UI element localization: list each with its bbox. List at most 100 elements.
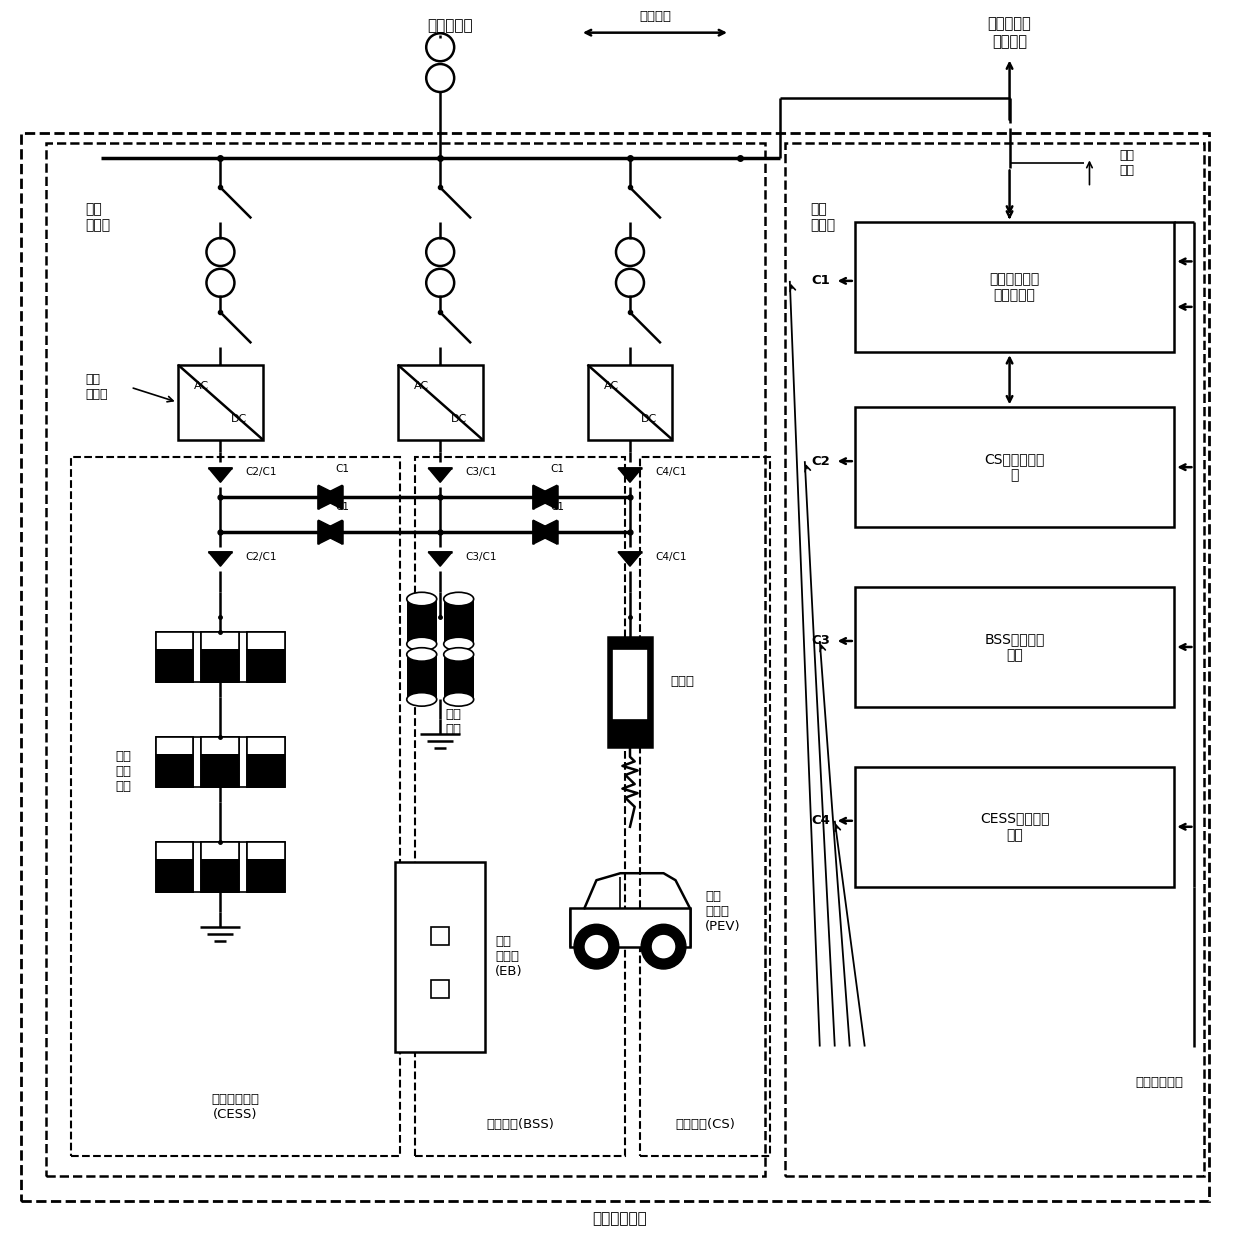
Polygon shape: [428, 468, 453, 483]
Bar: [248, 632, 285, 650]
Text: 主动配电网: 主动配电网: [428, 17, 472, 32]
Bar: [21, 132, 1209, 1201]
Bar: [71, 458, 401, 1156]
Ellipse shape: [444, 637, 474, 651]
Text: 电动
公交车
(EB): 电动 公交车 (EB): [495, 935, 523, 978]
Bar: [155, 737, 193, 754]
Polygon shape: [319, 485, 342, 509]
Text: CS调度监控系
统: CS调度监控系 统: [985, 453, 1045, 483]
Text: C3/C1: C3/C1: [465, 468, 497, 478]
Ellipse shape: [407, 592, 436, 606]
Polygon shape: [533, 520, 557, 544]
Bar: [179, 365, 263, 440]
Ellipse shape: [444, 592, 474, 606]
Ellipse shape: [444, 647, 474, 661]
Text: 梯级储能系统
(CESS): 梯级储能系统 (CESS): [212, 1094, 259, 1121]
Polygon shape: [319, 520, 342, 544]
Bar: [201, 737, 239, 754]
Text: 双向
晶闸管: 双向 晶闸管: [86, 373, 108, 402]
Text: CESS调度监控
系统: CESS调度监控 系统: [980, 812, 1049, 842]
Ellipse shape: [444, 647, 474, 661]
Text: BSS调度监控
系统: BSS调度监控 系统: [985, 632, 1045, 662]
Text: C2: C2: [811, 455, 830, 468]
Bar: [854, 222, 1174, 353]
Text: 调度监控信息: 调度监控信息: [1136, 1076, 1183, 1090]
Bar: [155, 632, 193, 682]
Bar: [201, 842, 239, 892]
Bar: [201, 632, 239, 682]
Polygon shape: [618, 552, 642, 566]
Bar: [248, 632, 285, 682]
Bar: [432, 928, 449, 945]
Text: DC: DC: [231, 414, 247, 424]
Bar: [201, 737, 239, 787]
Bar: [444, 655, 474, 700]
Bar: [407, 655, 436, 700]
Bar: [201, 859, 239, 892]
Text: 换电
电池: 换电 电池: [445, 708, 461, 736]
Text: 换电系统(BSS): 换电系统(BSS): [486, 1119, 554, 1131]
Ellipse shape: [407, 692, 436, 706]
Text: C1: C1: [551, 464, 564, 474]
Text: C3/C1: C3/C1: [465, 552, 497, 562]
Bar: [785, 142, 1204, 1176]
Bar: [46, 142, 765, 1176]
Bar: [248, 737, 285, 754]
Polygon shape: [533, 520, 557, 544]
Bar: [201, 842, 239, 859]
Text: 站内
设备层: 站内 设备层: [86, 202, 110, 233]
Text: 电动
私家车
(PEV): 电动 私家车 (PEV): [704, 890, 740, 933]
Bar: [608, 637, 652, 747]
Bar: [854, 767, 1174, 887]
Bar: [248, 737, 285, 787]
Polygon shape: [533, 485, 557, 509]
Bar: [248, 632, 285, 682]
Polygon shape: [319, 485, 342, 509]
Circle shape: [574, 924, 619, 969]
Bar: [570, 908, 689, 946]
Polygon shape: [208, 552, 232, 566]
Bar: [201, 650, 239, 682]
Bar: [432, 980, 449, 999]
Text: 调度信息: 调度信息: [639, 10, 671, 22]
Text: C1: C1: [335, 464, 350, 474]
Text: 一体站站内调
度监控系统: 一体站站内调 度监控系统: [990, 272, 1039, 303]
Text: C4: C4: [811, 814, 830, 827]
Polygon shape: [319, 520, 342, 544]
Ellipse shape: [407, 637, 436, 651]
Bar: [155, 632, 193, 682]
Bar: [248, 737, 285, 787]
Text: 调度
信息: 调度 信息: [1120, 148, 1135, 177]
Bar: [415, 458, 625, 1156]
Circle shape: [651, 934, 676, 959]
Bar: [248, 650, 285, 682]
Bar: [155, 842, 193, 892]
Text: AC: AC: [414, 380, 429, 390]
Text: C2/C1: C2/C1: [246, 552, 277, 562]
Text: C2/C1: C2/C1: [246, 468, 277, 478]
Bar: [248, 754, 285, 787]
Polygon shape: [618, 468, 642, 483]
Bar: [248, 842, 285, 892]
Ellipse shape: [407, 647, 436, 661]
Bar: [155, 737, 193, 787]
Text: 充电机: 充电机: [670, 676, 694, 688]
Bar: [248, 842, 285, 859]
Text: AC: AC: [604, 380, 619, 390]
Bar: [155, 632, 193, 650]
Text: 主动配电网
调度系统: 主动配电网 调度系统: [988, 16, 1032, 49]
Text: C1: C1: [335, 503, 350, 513]
Bar: [248, 842, 285, 892]
Bar: [155, 737, 193, 787]
Text: 站内
调度层: 站内 调度层: [810, 202, 835, 233]
Text: 充电系统(CS): 充电系统(CS): [675, 1119, 735, 1131]
Bar: [155, 754, 193, 787]
Bar: [588, 365, 672, 440]
Bar: [640, 458, 770, 1156]
Text: C1: C1: [811, 274, 830, 287]
Bar: [613, 650, 649, 721]
Bar: [444, 599, 474, 643]
Bar: [398, 365, 482, 440]
Text: C3: C3: [811, 635, 830, 647]
Bar: [155, 859, 193, 892]
